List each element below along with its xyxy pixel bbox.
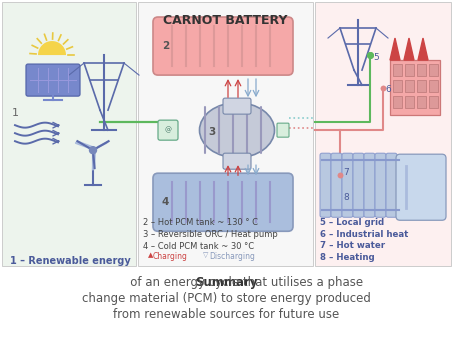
FancyBboxPatch shape [342, 153, 353, 217]
Text: @: @ [164, 127, 172, 133]
Polygon shape [404, 38, 414, 60]
Polygon shape [96, 141, 109, 149]
Text: 2: 2 [162, 41, 169, 51]
FancyBboxPatch shape [405, 80, 414, 92]
FancyBboxPatch shape [429, 80, 438, 92]
FancyBboxPatch shape [353, 153, 364, 217]
FancyBboxPatch shape [375, 153, 386, 217]
Text: 4: 4 [162, 197, 169, 207]
Text: 5 – Local grid: 5 – Local grid [320, 218, 384, 227]
Text: 6 – Industrial heat: 6 – Industrial heat [320, 230, 408, 239]
FancyBboxPatch shape [315, 2, 451, 266]
Text: 8 – Heating: 8 – Heating [320, 253, 375, 262]
FancyBboxPatch shape [320, 153, 331, 217]
FancyBboxPatch shape [393, 64, 402, 76]
Text: 1: 1 [12, 108, 19, 118]
Polygon shape [75, 141, 92, 149]
Text: Discharging: Discharging [209, 252, 255, 261]
Text: 8: 8 [343, 193, 349, 202]
Polygon shape [92, 151, 95, 170]
FancyBboxPatch shape [364, 153, 375, 217]
FancyBboxPatch shape [26, 64, 80, 96]
FancyBboxPatch shape [153, 173, 293, 231]
Text: 3: 3 [208, 127, 215, 137]
FancyBboxPatch shape [417, 80, 426, 92]
Text: 2 – Hot PCM tank ~ 130 ° C: 2 – Hot PCM tank ~ 130 ° C [143, 218, 258, 227]
Ellipse shape [199, 103, 275, 158]
FancyBboxPatch shape [390, 60, 440, 115]
Text: change material (PCM) to store energy produced: change material (PCM) to store energy pr… [82, 291, 371, 304]
Polygon shape [390, 38, 400, 60]
Text: Summary: Summary [195, 276, 257, 289]
FancyBboxPatch shape [393, 80, 402, 92]
FancyBboxPatch shape [417, 96, 426, 108]
Text: CARNOT BATTERY: CARNOT BATTERY [163, 14, 287, 27]
FancyBboxPatch shape [405, 64, 414, 76]
Text: 7: 7 [343, 168, 349, 177]
Text: from renewable sources for future use: from renewable sources for future use [113, 308, 339, 321]
Text: Charging: Charging [153, 252, 188, 261]
FancyBboxPatch shape [223, 98, 251, 114]
Text: 1 – Renewable energy: 1 – Renewable energy [10, 256, 131, 266]
Polygon shape [38, 41, 66, 55]
FancyBboxPatch shape [386, 153, 397, 217]
FancyBboxPatch shape [331, 153, 342, 217]
Text: 3 – Reversible ORC / Heat pump: 3 – Reversible ORC / Heat pump [143, 230, 278, 239]
FancyBboxPatch shape [429, 64, 438, 76]
FancyBboxPatch shape [138, 2, 313, 266]
FancyBboxPatch shape [393, 96, 402, 108]
Text: 4 – Cold PCM tank ~ 30 °C: 4 – Cold PCM tank ~ 30 °C [143, 242, 254, 251]
Circle shape [90, 147, 96, 154]
FancyBboxPatch shape [153, 17, 293, 75]
FancyBboxPatch shape [405, 96, 414, 108]
Polygon shape [418, 38, 428, 60]
FancyBboxPatch shape [158, 120, 178, 140]
Text: of an energy cycle that utilises a phase: of an energy cycle that utilises a phase [89, 276, 363, 289]
Text: 5: 5 [373, 53, 379, 62]
Text: 7 – Hot water: 7 – Hot water [320, 241, 385, 250]
FancyBboxPatch shape [223, 153, 251, 169]
FancyBboxPatch shape [277, 123, 289, 137]
FancyBboxPatch shape [429, 96, 438, 108]
FancyBboxPatch shape [2, 2, 136, 266]
Text: ▽: ▽ [203, 252, 208, 258]
FancyBboxPatch shape [396, 154, 446, 220]
Text: 6: 6 [385, 85, 391, 94]
Text: ▲: ▲ [148, 252, 154, 258]
FancyBboxPatch shape [417, 64, 426, 76]
